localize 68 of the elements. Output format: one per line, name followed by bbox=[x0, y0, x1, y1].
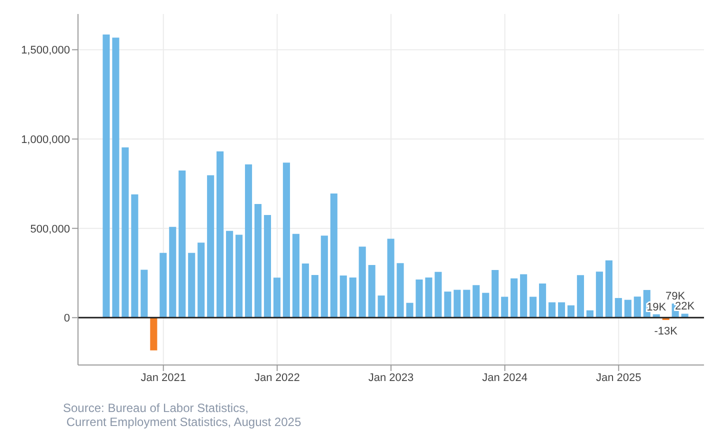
bar bbox=[244, 164, 252, 318]
bar bbox=[292, 234, 300, 318]
bar bbox=[150, 318, 158, 350]
x-tick-label: Jan 2023 bbox=[368, 372, 414, 384]
bar bbox=[510, 278, 518, 318]
bar bbox=[254, 204, 262, 318]
bar bbox=[596, 272, 603, 318]
bar bbox=[558, 302, 566, 318]
bar bbox=[605, 260, 612, 318]
bar bbox=[264, 214, 272, 318]
bar bbox=[198, 242, 205, 318]
bar bbox=[492, 270, 499, 318]
bar bbox=[122, 147, 129, 318]
bar bbox=[530, 296, 537, 318]
bar bbox=[567, 305, 575, 318]
bar bbox=[340, 276, 347, 318]
bar bbox=[539, 284, 546, 318]
x-tick-label: Jan 2025 bbox=[596, 372, 642, 384]
bar bbox=[330, 194, 338, 318]
bar bbox=[425, 277, 432, 318]
bar bbox=[160, 252, 167, 318]
x-tick-label: Jan 2022 bbox=[254, 372, 300, 384]
bar bbox=[112, 38, 120, 318]
bar bbox=[311, 274, 318, 318]
bar bbox=[131, 194, 138, 318]
bar bbox=[444, 292, 452, 318]
bar bbox=[624, 300, 632, 318]
bar bbox=[396, 263, 404, 318]
bar bbox=[140, 270, 148, 318]
data-label: -13K bbox=[654, 325, 678, 338]
bar bbox=[387, 238, 394, 318]
bar bbox=[463, 290, 470, 318]
bar bbox=[358, 246, 366, 318]
bar bbox=[169, 226, 176, 318]
bar bbox=[320, 236, 328, 318]
bar bbox=[614, 298, 622, 318]
x-tick-label: Jan 2024 bbox=[482, 372, 528, 384]
source-note: Source: Bureau of Labor Statistics, Current Employment Statistics, August 2025 bbox=[63, 401, 302, 429]
bar bbox=[207, 175, 214, 318]
bar bbox=[434, 272, 442, 318]
bar bbox=[454, 290, 461, 318]
bar bbox=[482, 292, 490, 318]
bar bbox=[406, 302, 414, 318]
data-label: 79K bbox=[666, 290, 686, 303]
bar bbox=[378, 296, 385, 318]
bar bbox=[520, 274, 528, 318]
y-tick-label: 1,000,000 bbox=[21, 134, 70, 146]
y-tick-label: 500,000 bbox=[30, 223, 70, 236]
y-tick-label: 0 bbox=[64, 312, 70, 325]
bar bbox=[416, 279, 423, 318]
bar bbox=[273, 278, 280, 318]
bar bbox=[216, 151, 224, 318]
bar bbox=[472, 285, 480, 318]
bar bbox=[226, 230, 234, 318]
bar bbox=[548, 302, 556, 318]
bar bbox=[576, 275, 584, 318]
bar bbox=[236, 234, 243, 318]
x-tick-label: Jan 2021 bbox=[140, 372, 186, 384]
bar bbox=[178, 170, 186, 318]
bar bbox=[302, 264, 309, 318]
y-tick-label: 1,500,000 bbox=[21, 44, 70, 57]
bar bbox=[368, 264, 376, 318]
bar bbox=[501, 296, 508, 318]
bar bbox=[102, 34, 110, 318]
bar bbox=[634, 296, 641, 318]
bar bbox=[349, 277, 356, 318]
bar bbox=[282, 162, 290, 318]
bar bbox=[188, 252, 196, 318]
